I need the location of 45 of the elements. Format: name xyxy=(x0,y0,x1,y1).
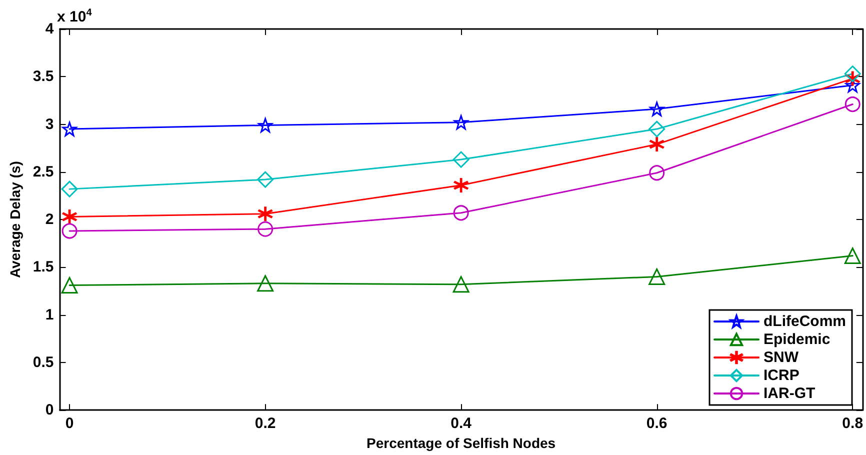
point xyxy=(62,223,78,239)
point xyxy=(61,180,78,198)
y-tick-label: 4 xyxy=(45,20,54,38)
x-tick-label: 0.6 xyxy=(646,415,668,432)
y-tick-label: 0 xyxy=(45,402,54,419)
point xyxy=(845,71,860,86)
point xyxy=(844,96,860,112)
y-tick-label: 2 xyxy=(45,211,54,228)
point xyxy=(650,102,664,116)
x-tick-label: 0.2 xyxy=(254,415,276,432)
point xyxy=(258,221,274,237)
legend-label: dLifeComm xyxy=(764,313,846,330)
x-axis-title: Percentage of Selfish Nodes xyxy=(366,435,556,451)
x-tick-label: 0.8 xyxy=(842,415,864,432)
point xyxy=(452,151,470,168)
x-tick-label: 0.4 xyxy=(450,415,472,432)
point xyxy=(258,206,273,222)
point xyxy=(650,137,664,152)
y-tick-label: 0.5 xyxy=(32,354,54,371)
point xyxy=(62,122,77,136)
y-tick-label: 1 xyxy=(45,306,54,324)
point xyxy=(648,120,666,138)
point xyxy=(844,248,861,264)
point xyxy=(454,115,468,130)
legend-label: SNW xyxy=(764,349,800,366)
y-tick-label: 3.5 xyxy=(32,68,54,86)
point xyxy=(453,205,469,221)
y-tick-label: 3 xyxy=(45,116,54,133)
y-tick-label: 1.5 xyxy=(32,258,54,276)
legend-label: Epidemic xyxy=(764,331,830,348)
point xyxy=(257,275,274,292)
y-tick-label: 2.5 xyxy=(32,163,54,180)
point xyxy=(452,276,470,293)
point xyxy=(649,165,665,181)
legend-label: IAR-GT xyxy=(764,385,816,402)
point xyxy=(258,118,273,132)
point xyxy=(257,171,274,188)
legend-label: ICRP xyxy=(764,367,800,384)
point xyxy=(62,209,77,224)
x-tick-label: 0 xyxy=(65,415,74,432)
point xyxy=(454,178,468,192)
y-axis-title: Average Delay (s) xyxy=(7,161,23,278)
point xyxy=(844,66,861,82)
point xyxy=(648,268,666,285)
point xyxy=(61,277,78,294)
